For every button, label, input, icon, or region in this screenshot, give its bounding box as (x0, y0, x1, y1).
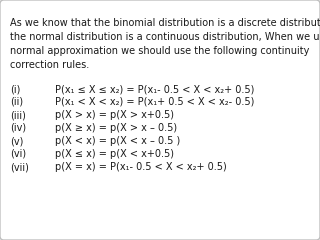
Text: (iv): (iv) (10, 123, 26, 133)
Text: p(X ≥ x) = p(X > x – 0.5): p(X ≥ x) = p(X > x – 0.5) (55, 123, 177, 133)
Text: normal approximation we should use the following continuity: normal approximation we should use the f… (10, 46, 309, 56)
Text: P(x₁ < X < x₂) = P(x₁+ 0.5 < X < x₂- 0.5): P(x₁ < X < x₂) = P(x₁+ 0.5 < X < x₂- 0.5… (55, 97, 254, 107)
Text: p(X = x) = P(x₁- 0.5 < X < x₂+ 0.5): p(X = x) = P(x₁- 0.5 < X < x₂+ 0.5) (55, 162, 227, 172)
Text: (v): (v) (10, 136, 23, 146)
Text: p(X > x) = p(X > x+0.5): p(X > x) = p(X > x+0.5) (55, 110, 174, 120)
Text: p(X ≤ x) = p(X < x+0.5): p(X ≤ x) = p(X < x+0.5) (55, 149, 174, 159)
Text: P(x₁ ≤ X ≤ x₂) = P(x₁- 0.5 < X < x₂+ 0.5): P(x₁ ≤ X ≤ x₂) = P(x₁- 0.5 < X < x₂+ 0.5… (55, 84, 254, 94)
Text: p(X < x) = p(X < x – 0.5 ): p(X < x) = p(X < x – 0.5 ) (55, 136, 180, 146)
Text: correction rules.: correction rules. (10, 60, 89, 70)
Text: (vii): (vii) (10, 162, 29, 172)
Text: (i): (i) (10, 84, 20, 94)
Text: As we know that the binomial distribution is a discrete distribution and: As we know that the binomial distributio… (10, 18, 320, 28)
Text: (ii): (ii) (10, 97, 23, 107)
Text: (vi): (vi) (10, 149, 26, 159)
Text: the normal distribution is a continuous distribution, When we use: the normal distribution is a continuous … (10, 32, 320, 42)
Text: (iii): (iii) (10, 110, 26, 120)
